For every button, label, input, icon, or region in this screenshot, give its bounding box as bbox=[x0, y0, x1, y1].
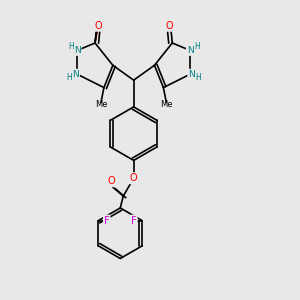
Text: N: N bbox=[188, 70, 195, 79]
Text: H: H bbox=[195, 73, 201, 82]
Text: H: H bbox=[68, 42, 74, 51]
Text: O: O bbox=[130, 173, 137, 183]
Text: N: N bbox=[72, 70, 79, 79]
Text: H: H bbox=[194, 42, 200, 51]
Text: Me: Me bbox=[160, 100, 172, 109]
Text: N: N bbox=[187, 46, 194, 55]
Text: F: F bbox=[104, 216, 110, 226]
Text: O: O bbox=[166, 21, 173, 31]
Text: F: F bbox=[131, 216, 136, 226]
Text: H: H bbox=[66, 73, 72, 82]
Text: Me: Me bbox=[95, 100, 107, 109]
Text: O: O bbox=[94, 21, 102, 31]
Text: N: N bbox=[74, 46, 81, 55]
Text: O: O bbox=[107, 176, 115, 186]
